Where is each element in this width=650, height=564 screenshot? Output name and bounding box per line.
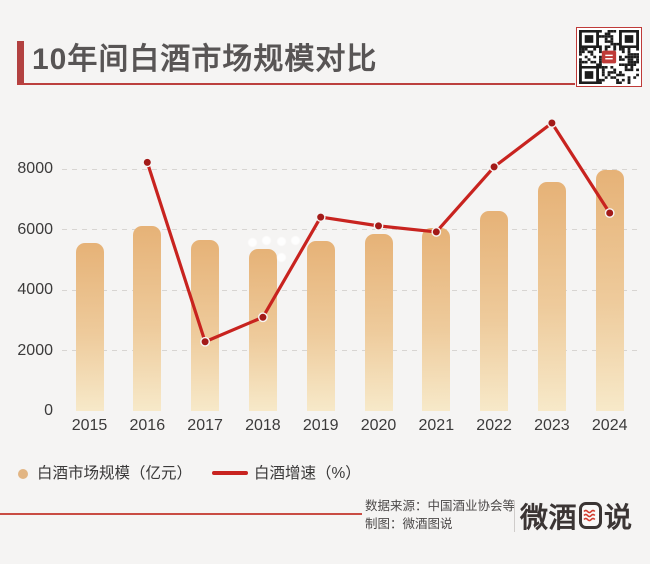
bar-2017	[191, 239, 220, 411]
y-axis-tick-label: 4000	[17, 281, 53, 298]
growth-line	[145, 121, 612, 344]
red-wave-chart-icon	[579, 502, 603, 529]
wave-lines-icon	[583, 509, 596, 522]
decorative-dot	[276, 252, 286, 262]
y-axis-tick-label: 6000	[17, 220, 53, 238]
x-axis-tick-label: 2024	[591, 417, 628, 434]
bar-2022	[480, 210, 509, 411]
page-title: 10年间白酒市场规模对比	[32, 43, 378, 76]
growth-line-marker	[142, 157, 153, 168]
y-axis-tick-label: 2000	[17, 341, 53, 359]
growth-line-marker	[315, 212, 326, 222]
logo-text-prefix: 微酒	[520, 501, 578, 533]
growth-line-marker	[200, 336, 211, 347]
x-axis-tick-label: 2023	[534, 417, 570, 434]
bar-series-legend-dot-icon	[18, 469, 28, 479]
x-axis-tick-label: 2017	[187, 417, 223, 434]
decorative-dot	[261, 235, 271, 245]
x-axis-tick-label: 2020	[360, 417, 397, 434]
line-series-legend-label: 白酒增速（%）	[254, 465, 361, 482]
grid-line	[62, 229, 642, 230]
bar-2023	[537, 182, 566, 411]
bar-2016	[133, 225, 162, 411]
brand-logo: 微酒 说	[520, 498, 633, 533]
decorative-dot	[247, 237, 257, 247]
growth-line-marker	[373, 220, 384, 231]
decorative-dot	[276, 236, 286, 246]
footer-divider	[514, 501, 515, 532]
line-series-legend-line-icon	[212, 471, 248, 475]
bar-2019	[306, 241, 335, 411]
growth-line-marker	[547, 118, 557, 128]
y-axis-tick-label: 0	[44, 402, 53, 419]
title-underline-rule	[17, 83, 575, 85]
data-source-text: 数据来源：中国酒业协会等	[365, 499, 516, 513]
growth-line-marker	[257, 312, 268, 323]
x-axis-tick-label: 2018	[245, 417, 281, 434]
x-axis-tick-label: 2022	[476, 417, 512, 434]
bar-2020	[364, 234, 393, 411]
bar-2015	[75, 242, 104, 411]
y-axis-tick-label: 8000	[17, 160, 53, 177]
grid-line	[62, 350, 642, 351]
bar-2021	[422, 228, 451, 411]
x-axis-tick-label: 2019	[302, 417, 339, 434]
grid-line	[62, 289, 642, 291]
growth-line-marker	[604, 208, 615, 218]
credit-text: 制图：微酒图说	[365, 517, 453, 531]
x-axis-tick-label: 2021	[418, 417, 455, 434]
decorative-dot	[290, 235, 300, 245]
qr-code	[576, 27, 642, 87]
footer-rule	[0, 513, 362, 515]
bar-2018	[248, 248, 277, 411]
x-axis-tick-label: 2015	[71, 417, 108, 434]
bar-series-legend-label: 白酒市场规模（亿元）	[37, 465, 193, 482]
grid-line	[62, 168, 642, 170]
growth-line-marker	[431, 227, 442, 237]
growth-line-marker	[489, 161, 499, 172]
x-axis-tick-label: 2016	[129, 417, 166, 434]
title-accent-bar	[17, 41, 24, 83]
qr-pattern	[579, 30, 639, 84]
footer-text-block: 数据来源：中国酒业协会等 制图：微酒图说	[365, 497, 515, 533]
logo-text-suffix: 说	[604, 501, 633, 533]
